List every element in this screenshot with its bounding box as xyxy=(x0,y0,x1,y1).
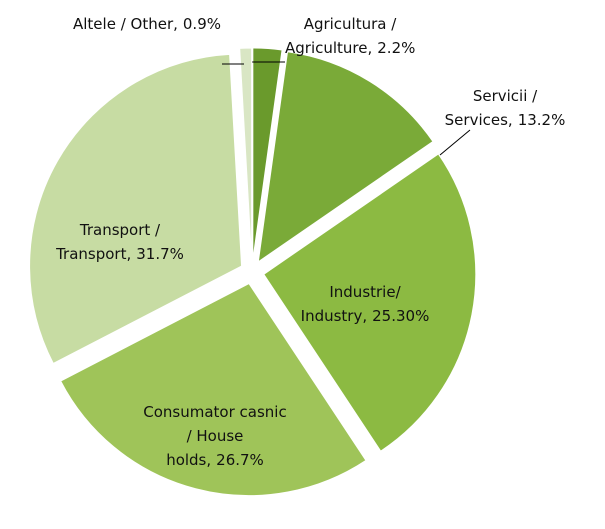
category-label: Altele / Other, xyxy=(73,15,178,33)
pie-slice xyxy=(252,47,283,261)
slice-label: Transport / Transport, 31.7% xyxy=(40,218,200,266)
slice-label: Servicii / Services, 13.2% xyxy=(430,84,580,132)
pie-slice xyxy=(257,51,434,263)
category-label: Servicii / Services, xyxy=(444,87,538,129)
category-label: Consumator casnic / House holds, xyxy=(143,403,287,469)
pie-slice xyxy=(263,153,477,452)
leader-line xyxy=(439,129,471,156)
value-label: 26.7% xyxy=(216,451,264,469)
category-label: Transport / Transport, xyxy=(56,221,161,263)
slice-label: Agricultura / Agriculture, 2.2% xyxy=(285,12,415,60)
value-label: 31.7% xyxy=(136,245,184,263)
category-label: Industrie/ Industry, xyxy=(300,283,401,325)
category-label: Agricultura / Agriculture, xyxy=(285,15,397,57)
value-label: 25.30% xyxy=(372,307,430,325)
pie-slice xyxy=(60,282,367,497)
value-label: 2.2% xyxy=(377,39,416,57)
slice-label: Consumator casnic / House holds, 26.7% xyxy=(140,400,290,472)
value-label: 0.9% xyxy=(182,15,221,33)
slice-label: Altele / Other, 0.9% xyxy=(72,12,222,36)
slice-label: Industrie/ Industry, 25.30% xyxy=(290,280,440,328)
pie-slice xyxy=(29,53,243,365)
value-label: 13.2% xyxy=(517,111,566,129)
pie-slice xyxy=(239,47,253,261)
